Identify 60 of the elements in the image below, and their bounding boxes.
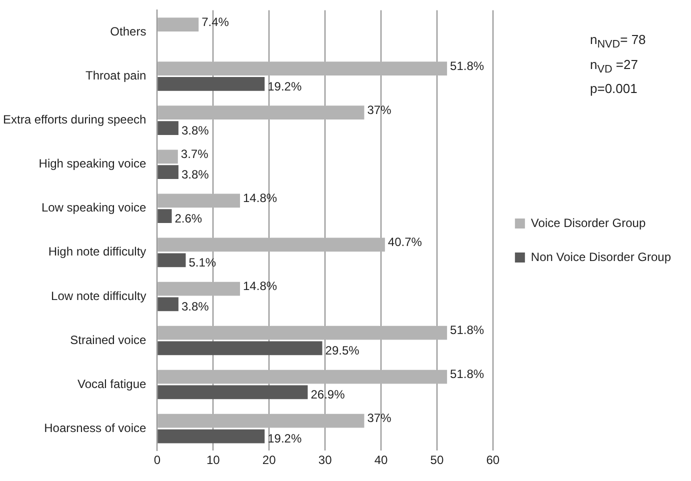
text: n$_{VD}$ =27 [590,56,639,78]
data-label: 3.8% [181,299,210,314]
data-label: 51.8% [450,58,484,73]
bar [158,62,448,76]
bar [158,253,186,268]
legend-label: Voice Disorder Group [530,216,646,230]
data-label: 2.6% [174,211,202,226]
bar [158,77,265,91]
x-tick-label: 20 [262,453,276,468]
bar [158,297,178,312]
data-label: 5.1% [188,255,216,270]
data-label: 26.9% [310,388,346,402]
data-label: 29.5% [325,344,360,358]
bar [158,370,448,384]
x-tick-label: 60 [486,453,500,468]
y-tick-label: Extra efforts during speech [2,112,146,127]
data-label: 37% [367,411,392,426]
bar [158,18,199,32]
y-tick-label: Strained voice [70,332,147,347]
text: p=0.001 [590,80,638,98]
bar [158,341,322,356]
bar [158,238,385,252]
data-label: 3.8% [181,167,210,182]
data-label: 40.7% [388,235,422,250]
bar [158,429,265,444]
data-label: 19.2% [268,432,302,446]
y-tick-label: Vocal fatigue [77,376,147,391]
data-label: 51.8% [450,367,484,382]
y-tick-label: High note difficulty [48,244,146,259]
bar [158,106,364,120]
bar [158,121,178,135]
data-label: 14.8% [243,279,278,294]
bar [158,165,178,179]
y-tick-label: Low note difficulty [51,288,146,303]
y-tick-label: Low speaking voice [41,200,147,215]
x-tick-label: 50 [430,453,444,468]
text: n$_{NVD}$= 78 [590,31,646,53]
x-tick-label: 10 [206,453,220,468]
x-tick-label: 0 [154,453,161,468]
y-tick-label: Hoarsness of voice [44,420,147,435]
bar [158,150,178,164]
data-label: 14.8% [243,190,278,205]
legend-label: Non Voice Disorder Group [530,250,672,264]
y-tick-label: High speaking voice [38,156,147,171]
y-tick-label: Throat pain [85,68,146,83]
data-label: 19.2% [268,79,302,94]
x-tick-label: 40 [374,453,388,468]
y-tick-label: Others [110,24,146,39]
bar [158,282,240,296]
x-tick-label: 30 [318,453,332,468]
bar [158,194,240,208]
data-label: 7.4% [202,14,230,29]
data-label: 51.8% [450,323,484,338]
data-label: 37% [367,102,392,117]
bar [158,209,172,224]
data-label: 3.8% [181,123,210,138]
bar [158,385,308,400]
bar [158,326,448,340]
data-label: 3.7% [180,146,209,161]
bar [158,414,364,428]
